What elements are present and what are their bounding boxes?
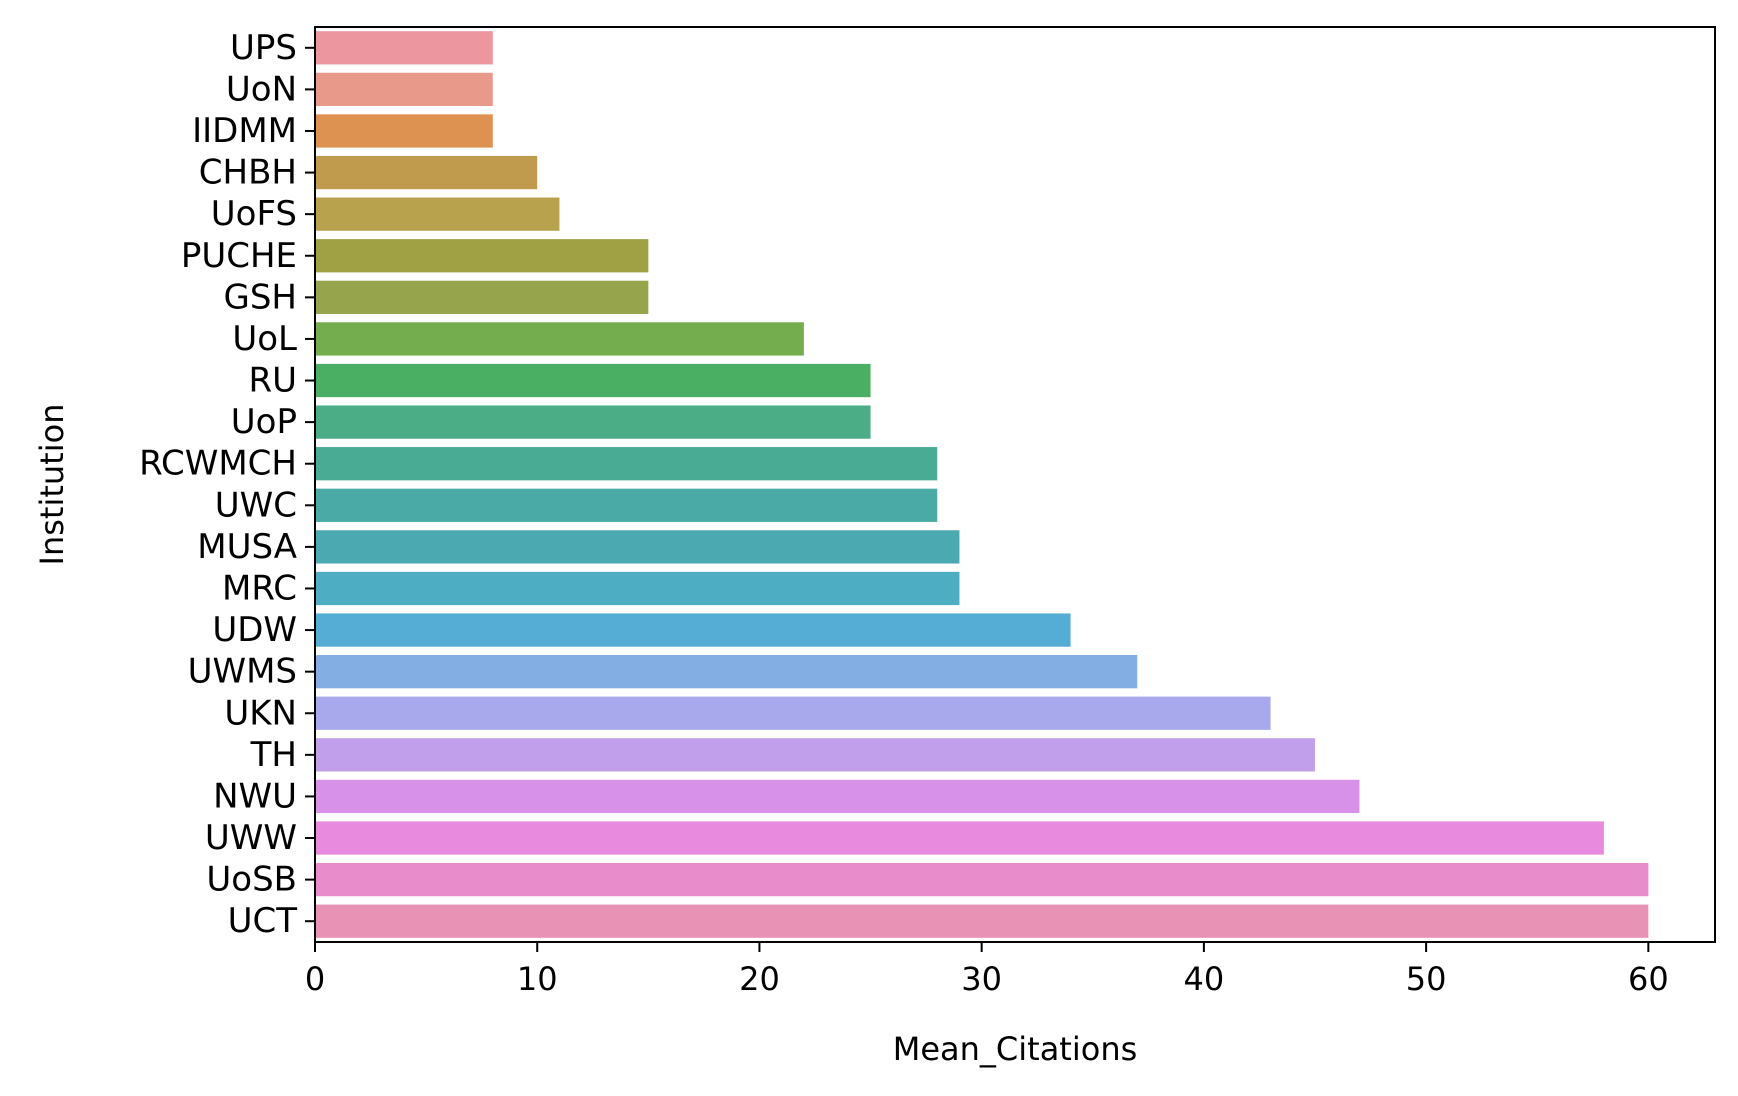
y-tick-label-uct: UCT — [228, 901, 298, 941]
bar-udw — [315, 613, 1071, 647]
y-tick-label-uol: UoL — [232, 319, 297, 359]
bar-uon — [315, 72, 493, 107]
bar-rcwmch — [315, 447, 938, 481]
bar-th — [315, 738, 1315, 772]
bar-chbh — [315, 155, 538, 190]
bar-uwms — [315, 655, 1138, 689]
bar-gsh — [315, 280, 649, 314]
y-tick-label-musa: MUSA — [197, 527, 297, 567]
bar-ukn — [315, 696, 1271, 730]
y-tick-label-chbh: CHBH — [199, 153, 297, 193]
y-tick-label-uwc: UWC — [215, 485, 297, 525]
x-tick-label-40: 40 — [1184, 960, 1225, 998]
y-tick-label-uon: UoN — [226, 69, 297, 109]
y-axis-label: Institution — [33, 404, 71, 566]
y-tick-label-ups: UPS — [230, 28, 297, 68]
bar-ru — [315, 363, 871, 398]
plot-frame — [314, 26, 1716, 943]
y-axis-ticks: UPSUoNIIDMMCHBHUoFSPUCHEGSHUoLRUUoPRCWMC… — [139, 28, 315, 941]
x-tick-label-0: 0 — [305, 960, 325, 998]
bar-uwc — [315, 488, 938, 522]
y-tick-label-uww: UWW — [205, 818, 297, 858]
y-tick-label-rcwmch: RCWMCH — [139, 444, 297, 484]
x-axis-label: Mean_Citations — [893, 1030, 1138, 1068]
bar-puche — [315, 239, 649, 273]
bars-group — [315, 31, 1649, 938]
bar-uosb — [315, 862, 1649, 897]
y-tick-label-ru: RU — [248, 361, 297, 401]
bar-ups — [315, 31, 493, 65]
y-tick-label-iidmm: IIDMM — [192, 111, 297, 151]
y-tick-label-nwu: NWU — [213, 776, 297, 816]
y-tick-label-uop: UoP — [231, 402, 297, 442]
y-tick-label-uosb: UoSB — [206, 860, 297, 900]
x-axis-ticks: 0 10 20 30 40 50 60 — [305, 942, 1669, 998]
y-tick-label-mrc: MRC — [222, 568, 297, 608]
bar-nwu — [315, 779, 1360, 814]
bar-musa — [315, 530, 960, 564]
y-tick-label-puche: PUCHE — [181, 236, 297, 276]
bar-uop — [315, 405, 871, 439]
bar-mrc — [315, 571, 960, 606]
bar-uofs — [315, 197, 560, 231]
bar-uww — [315, 821, 1604, 855]
x-tick-label-50: 50 — [1406, 960, 1447, 998]
y-tick-label-ukn: UKN — [224, 693, 297, 733]
x-tick-label-30: 30 — [961, 960, 1002, 998]
bar-uct — [315, 904, 1649, 938]
bar-uol — [315, 322, 804, 356]
bar-iidmm — [315, 114, 493, 148]
y-tick-label-th: TH — [250, 735, 297, 775]
x-tick-label-20: 20 — [739, 960, 780, 998]
y-tick-label-gsh: GSH — [224, 277, 298, 317]
x-tick-label-10: 10 — [517, 960, 558, 998]
y-tick-label-uwms: UWMS — [188, 652, 297, 692]
y-tick-label-udw: UDW — [212, 610, 297, 650]
y-tick-label-uofs: UoFS — [211, 194, 297, 234]
x-tick-label-60: 60 — [1628, 960, 1669, 998]
